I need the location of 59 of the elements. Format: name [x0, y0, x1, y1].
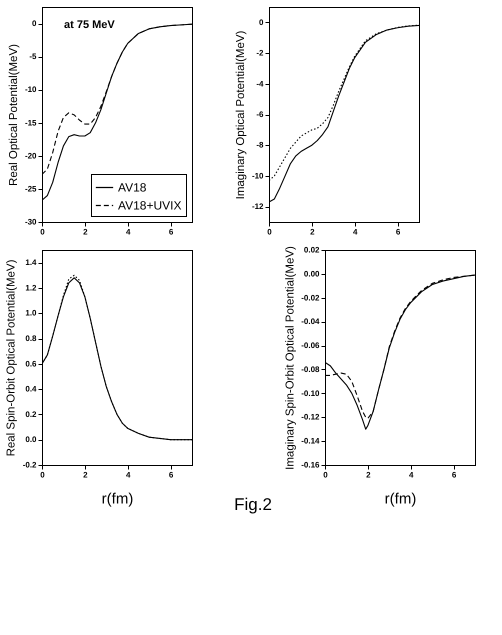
y-tick-label: -0.14 — [301, 436, 320, 446]
x-tick-label: 0 — [267, 228, 272, 236]
y-tick-label: -15 — [24, 118, 38, 128]
x-tick-label: 6 — [168, 228, 174, 236]
annotation: at 75 MeV — [64, 19, 116, 31]
x-tick-label: 2 — [83, 228, 88, 236]
x-tick-label: 4 — [126, 228, 131, 236]
x-tick-label: 0 — [40, 228, 46, 236]
y-tick-label: 0 — [259, 18, 264, 27]
y-tick-label: -0.02 — [301, 293, 320, 302]
y-tick-label: 0.6 — [25, 359, 38, 368]
y-tick-label: 1.4 — [25, 258, 38, 268]
y-tick-label: -4 — [256, 79, 264, 88]
y-tick-label: -0.08 — [301, 364, 320, 374]
y-tick-label: -30 — [24, 218, 38, 226]
y-tick-label: -5 — [29, 52, 38, 62]
y-tick-label: -2 — [256, 48, 264, 58]
y-axis-title: Imaginary Optical Potential(MeV) — [234, 30, 247, 200]
y-tick-label: -0.12 — [301, 412, 320, 422]
y-tick-label: -20 — [24, 151, 38, 160]
legend-label: AV18 — [118, 180, 147, 194]
x-tick-label: 2 — [310, 228, 316, 236]
legend-label: AV18+UVIX — [118, 198, 182, 212]
y-tick-label: -10 — [24, 85, 38, 94]
y-axis-title: Real Spin-Orbit Optical Potential(MeV) — [6, 259, 18, 456]
y-tick-label: 0.00 — [304, 269, 320, 278]
y-tick-label: -0.16 — [301, 460, 320, 470]
y-tick-label: 1.0 — [25, 308, 38, 318]
y-axis-title: Imaginary Spin-Orbit Optical Potential(MeV) — [284, 246, 296, 470]
caption: Fig.2 — [234, 495, 272, 514]
y-tick-label: 0.2 — [25, 410, 38, 419]
y-tick-label: 0 — [32, 19, 38, 28]
x-tick-label: 4 — [408, 470, 414, 480]
y-tick-label: 0.4 — [25, 384, 38, 394]
y-tick-label: -0.06 — [301, 341, 320, 350]
y-tick-label: 0.8 — [25, 334, 38, 344]
x-tick-label: 6 — [452, 470, 457, 480]
x-axis-title: r(fm) — [384, 490, 416, 508]
y-tick-label: -0.10 — [301, 388, 320, 398]
x-tick-label: 6 — [396, 228, 401, 236]
y-tick-label: -6 — [256, 110, 264, 119]
x-tick-label: 2 — [366, 470, 372, 480]
y-tick-label: -10 — [252, 171, 264, 180]
y-tick-label: -0.04 — [301, 317, 320, 326]
y-tick-label: -0.2 — [22, 460, 38, 470]
x-tick-label: 0 — [40, 470, 46, 480]
y-tick-label: -25 — [24, 184, 38, 194]
x-tick-label: 4 — [352, 228, 358, 236]
y-tick-label: 0.02 — [304, 246, 320, 254]
x-tick-label: 0 — [323, 470, 328, 480]
x-tick-label: 6 — [168, 470, 174, 480]
y-tick-label: 1.2 — [25, 283, 38, 292]
x-axis-title: r(fm) — [102, 490, 134, 508]
x-tick-label: 2 — [83, 470, 88, 480]
y-tick-label: 0.0 — [25, 435, 38, 444]
x-tick-label: 4 — [126, 470, 131, 480]
y-tick-label: -8 — [256, 140, 264, 150]
y-axis-title: Real Optical Potential(MeV) — [8, 44, 20, 186]
y-tick-label: -12 — [252, 202, 264, 212]
